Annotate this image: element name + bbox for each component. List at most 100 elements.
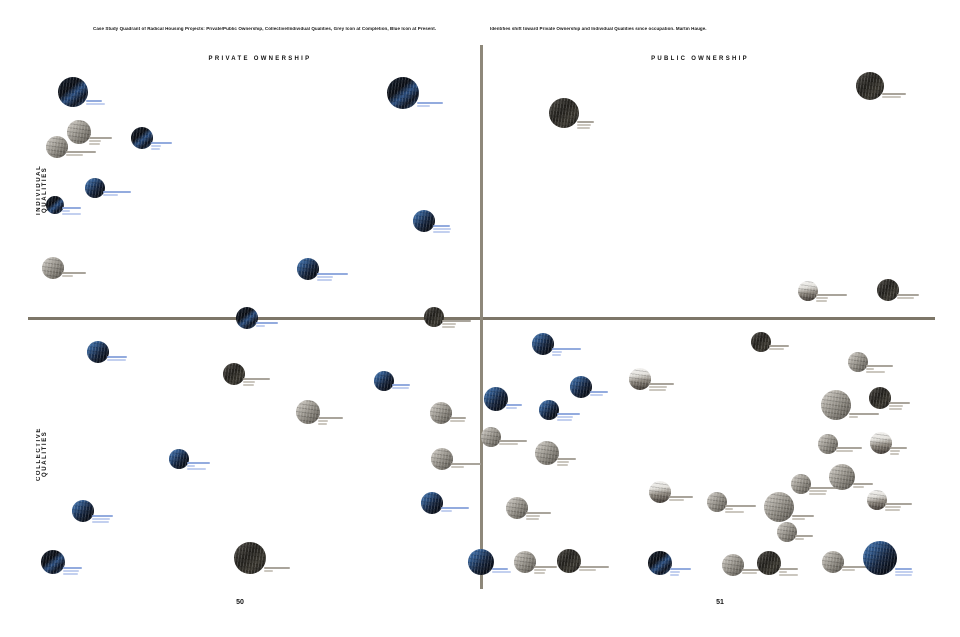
case-study-caption: [882, 93, 906, 98]
case-study-photo: [468, 549, 494, 575]
case-study-photo: [374, 371, 394, 391]
case-study-photo: [570, 376, 592, 398]
case-study-caption: [816, 294, 847, 302]
case-study-photo: [413, 210, 435, 232]
case-study-photo: [42, 257, 64, 279]
case-study-caption: [433, 225, 451, 233]
case-study-photo: [848, 352, 868, 372]
case-study-photo: [41, 550, 65, 574]
case-study-photo: [557, 549, 581, 573]
public-ownership-label: PUBLIC OWNERSHIP: [651, 56, 749, 62]
case-study-caption: [890, 447, 907, 455]
case-study-photo: [870, 432, 892, 454]
case-study-photo: [484, 387, 508, 411]
case-study-photo: [430, 402, 452, 424]
case-study-caption: [557, 458, 576, 466]
case-study-photo: [791, 474, 811, 494]
left-page-number: 50: [236, 599, 244, 606]
case-study-caption: [451, 463, 481, 468]
case-study-caption: [590, 391, 608, 396]
case-study-caption: [103, 191, 131, 196]
case-study-caption: [86, 100, 105, 105]
case-study-photo: [131, 127, 153, 149]
case-study-photo: [722, 554, 744, 576]
case-study-photo: [46, 196, 64, 214]
case-study-photo: [648, 551, 672, 575]
case-study-photo: [877, 279, 899, 301]
case-study-photo: [296, 400, 320, 424]
case-study-photo: [856, 72, 884, 100]
case-study-photo: [514, 551, 536, 573]
case-study-photo: [85, 178, 105, 198]
case-study-caption: [256, 322, 278, 327]
case-study-caption: [89, 137, 112, 145]
case-study-photo: [821, 390, 851, 420]
case-study-caption: [506, 404, 522, 409]
case-study-photo: [649, 481, 671, 503]
case-study-photo: [707, 492, 727, 512]
case-study-caption: [577, 121, 594, 129]
case-study-caption: [318, 417, 343, 425]
case-study-photo: [506, 497, 528, 519]
case-study-photo: [757, 551, 781, 575]
right-page-number: 51: [716, 599, 724, 606]
case-study-caption: [492, 568, 511, 573]
case-study-caption: [895, 568, 913, 576]
case-study-photo: [223, 363, 245, 385]
case-study-caption: [792, 515, 814, 520]
case-study-photo: [535, 441, 559, 465]
case-study-photo: [72, 500, 94, 522]
case-study-caption: [417, 102, 443, 107]
case-study-caption: [264, 567, 290, 572]
case-study-caption: [62, 207, 81, 215]
case-study-caption: [62, 272, 86, 277]
case-study-photo: [169, 449, 189, 469]
case-study-caption: [769, 345, 789, 350]
case-study-photo: [236, 307, 258, 329]
case-study-photo: [867, 490, 887, 510]
case-study-caption: [187, 462, 210, 470]
case-study-photo: [532, 333, 554, 355]
case-study-photo: [539, 400, 559, 420]
case-study-caption: [151, 142, 172, 150]
case-study-caption: [742, 569, 770, 574]
case-study-caption: [649, 383, 674, 391]
case-study-caption: [442, 320, 471, 328]
case-study-photo: [67, 120, 91, 144]
case-study-caption: [836, 447, 862, 452]
case-study-photo: [421, 492, 443, 514]
case-study-photo: [431, 448, 453, 470]
case-study-photo: [822, 551, 844, 573]
case-study-caption: [526, 512, 551, 520]
case-study-caption: [725, 505, 756, 513]
case-study-caption: [779, 568, 798, 576]
case-study-caption: [534, 566, 557, 574]
case-study-caption: [842, 566, 868, 571]
case-study-caption: [866, 365, 893, 373]
case-study-caption: [557, 413, 580, 421]
case-study-photo: [863, 541, 897, 575]
case-study-photo: [387, 77, 419, 109]
case-study-photo: [798, 281, 818, 301]
case-study-photo: [818, 434, 838, 454]
case-study-photo: [764, 492, 794, 522]
case-study-photo: [751, 332, 771, 352]
case-study-photo: [424, 307, 444, 327]
case-study-photo: [549, 98, 579, 128]
case-study-caption: [552, 348, 581, 356]
case-study-caption: [795, 535, 813, 540]
case-study-caption: [499, 440, 527, 445]
case-study-caption: [441, 507, 469, 512]
case-study-photo: [829, 464, 855, 490]
case-study-photo: [777, 522, 797, 542]
case-study-photo: [297, 258, 319, 280]
case-study-caption: [317, 273, 348, 281]
case-study-photo: [869, 387, 891, 409]
case-study-caption: [669, 496, 693, 501]
case-study-caption: [889, 402, 910, 410]
case-study-photo: [629, 368, 651, 390]
case-study-caption: [66, 151, 96, 156]
case-study-caption: [809, 487, 838, 495]
